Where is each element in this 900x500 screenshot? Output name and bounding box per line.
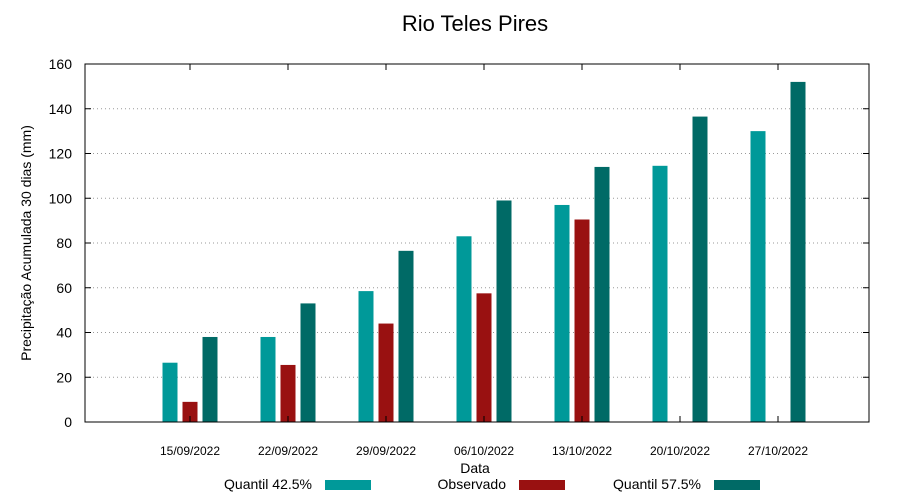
bar xyxy=(378,323,394,422)
chart-title: Rio Teles Pires xyxy=(402,11,548,36)
bar xyxy=(358,291,374,422)
x-tick-label: 20/10/2022 xyxy=(650,444,710,458)
x-tick-label: 13/10/2022 xyxy=(552,444,612,458)
x-tick-label: 22/09/2022 xyxy=(258,444,318,458)
legend-label: Quantil 42.5% xyxy=(224,476,312,492)
y-tick-label: 40 xyxy=(56,325,72,341)
bar xyxy=(790,81,806,423)
bar xyxy=(202,336,218,422)
bar xyxy=(456,236,472,422)
bar xyxy=(692,116,708,423)
bar xyxy=(594,166,610,422)
legend-swatch xyxy=(325,480,371,490)
bar xyxy=(574,219,590,422)
y-tick-label: 0 xyxy=(64,414,72,430)
x-tick-label: 06/10/2022 xyxy=(454,444,514,458)
y-axis-ticks: 0 20 40 60 80 100 120 140 160 xyxy=(49,56,869,430)
legend: Quantil 42.5% Observado Quantil 57.5% xyxy=(224,476,760,492)
bar xyxy=(652,165,668,422)
bar xyxy=(496,200,512,422)
bar xyxy=(554,204,570,422)
legend-swatch xyxy=(714,480,760,490)
y-tick-label: 120 xyxy=(49,146,73,162)
bar xyxy=(476,293,492,422)
bar xyxy=(280,364,296,422)
bar xyxy=(398,250,414,422)
bars xyxy=(162,81,806,423)
legend-label: Observado xyxy=(438,476,507,492)
x-tick-label: 15/09/2022 xyxy=(160,444,220,458)
bar xyxy=(750,131,766,422)
x-tick-label: 29/09/2022 xyxy=(356,444,416,458)
x-tick-label: 27/10/2022 xyxy=(748,444,808,458)
y-tick-label: 80 xyxy=(56,235,72,251)
y-tick-label: 60 xyxy=(56,280,72,296)
y-axis-label: Precipitação Acumulada 30 dias (mm) xyxy=(18,125,34,361)
y-tick-label: 160 xyxy=(49,56,73,72)
y-tick-label: 140 xyxy=(49,101,73,117)
bar xyxy=(260,336,276,422)
legend-swatch xyxy=(519,480,565,490)
x-axis-label: Data xyxy=(460,460,490,476)
y-tick-label: 100 xyxy=(49,190,73,206)
x-axis-ticks: 15/09/2022 22/09/2022 29/09/2022 06/10/2022… xyxy=(160,64,808,458)
legend-label: Quantil 57.5% xyxy=(613,476,701,492)
bar xyxy=(300,303,316,422)
y-tick-label: 20 xyxy=(56,369,72,385)
bar xyxy=(162,362,178,422)
bar xyxy=(182,401,198,422)
